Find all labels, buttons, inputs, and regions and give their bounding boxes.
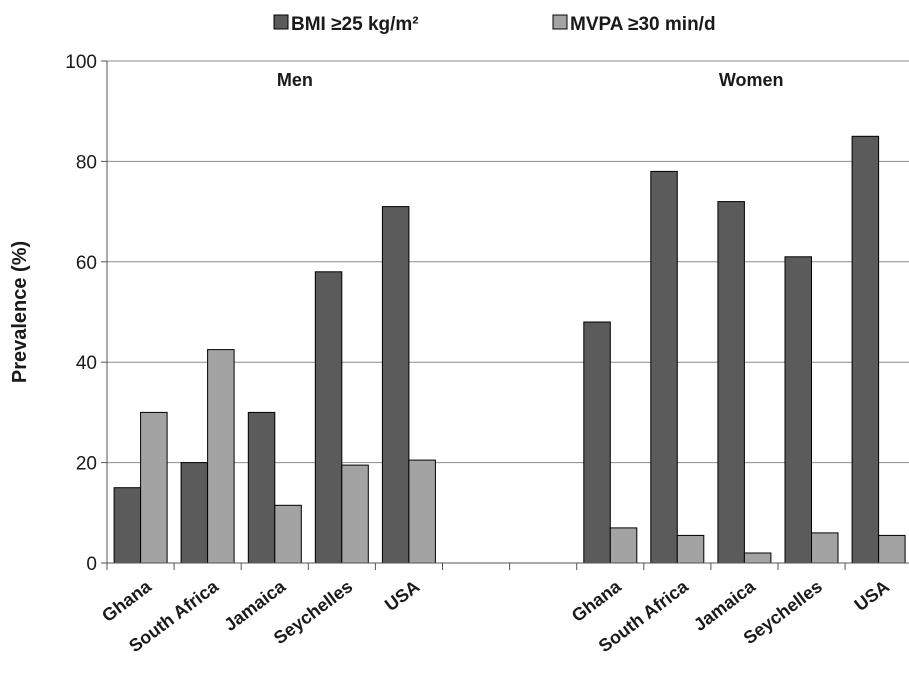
bar-bmi xyxy=(583,321,611,564)
bar-bmi xyxy=(784,256,812,564)
x-category-label: Ghana xyxy=(568,576,626,626)
bar-mvpa xyxy=(676,534,705,564)
y-tick-label: 80 xyxy=(76,152,97,173)
bar-mvpa xyxy=(609,527,638,564)
group-labels: Men Women xyxy=(277,70,784,90)
bar-bmi xyxy=(650,170,678,564)
bar-bmi xyxy=(180,462,209,564)
legend-label-mvpa: MVPA ≥30 min/d xyxy=(570,14,716,35)
legend-swatch-mvpa xyxy=(552,14,568,30)
bar-bmi xyxy=(381,206,410,564)
bar-bmi xyxy=(247,411,276,564)
bar-bmi xyxy=(314,271,343,564)
gridlines xyxy=(107,60,909,464)
bar-mvpa xyxy=(140,411,168,564)
bar-mvpa xyxy=(811,532,839,564)
bar-bmi xyxy=(717,201,745,564)
y-tick-label: 40 xyxy=(76,353,97,374)
group-label-men: Men xyxy=(277,70,313,90)
bar-mvpa xyxy=(408,459,436,564)
bar-mvpa xyxy=(274,504,302,564)
bar-mvpa xyxy=(341,464,369,564)
bar-mvpa xyxy=(878,534,906,564)
x-category-label: USA xyxy=(381,576,423,615)
y-tick-label: 0 xyxy=(86,554,97,575)
y-axis-title: Prevalence (%) xyxy=(9,241,31,383)
y-tick-label: 100 xyxy=(65,52,97,73)
bar-bmi xyxy=(851,135,880,564)
group-label-women: Women xyxy=(719,70,784,90)
bar-mvpa xyxy=(743,552,772,564)
legend: BMI ≥25 kg/m² MVPA ≥30 min/d xyxy=(273,14,716,35)
y-axis-ticks: 0 20 40 60 80 100 xyxy=(65,52,107,575)
bar-mvpa xyxy=(207,349,235,564)
x-category-label: Ghana xyxy=(98,576,156,626)
x-category-label: USA xyxy=(851,576,893,615)
y-tick-label: 60 xyxy=(76,253,97,274)
axes xyxy=(106,61,909,570)
bars xyxy=(113,135,906,564)
y-tick-label: 20 xyxy=(76,454,97,475)
legend-label-bmi: BMI ≥25 kg/m² xyxy=(291,14,419,35)
bar-bmi xyxy=(113,487,142,564)
legend-swatch-bmi xyxy=(273,14,289,30)
